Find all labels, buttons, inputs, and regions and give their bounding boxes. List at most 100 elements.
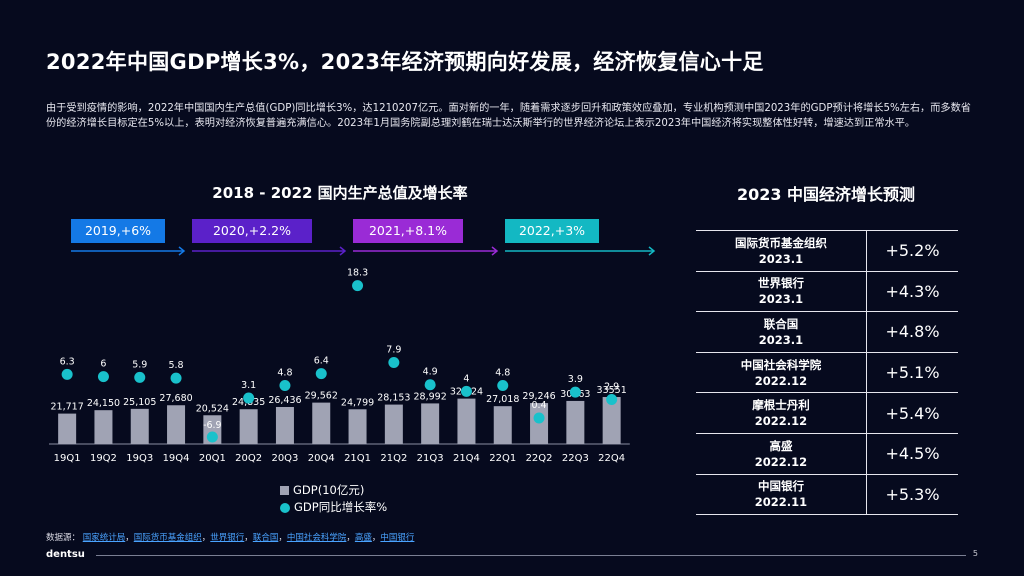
gdp-bar-label: 21,717 (51, 402, 84, 413)
growth-point (206, 431, 218, 443)
growth-point-label: 3.1 (241, 380, 256, 391)
x-tick-label: 22Q4 (598, 453, 625, 464)
x-tick-label: 21Q1 (344, 453, 371, 464)
growth-point-label: 0.4 (531, 400, 546, 411)
growth-point (352, 280, 364, 292)
forecast-date: 2022.12 (754, 414, 808, 429)
legend-gdp: GDP(10亿元) (280, 482, 364, 498)
forecast-date: 2022.12 (754, 373, 808, 388)
gdp-bar-label: 26,436 (268, 395, 301, 406)
footer-divider (96, 555, 966, 556)
x-tick-label: 22Q1 (489, 453, 516, 464)
gdp-bar (94, 410, 113, 444)
forecast-org-name: 国际货币基金组织 (735, 235, 827, 250)
source-separator: ， (346, 533, 355, 543)
legend-growth-swatch (280, 502, 290, 513)
source-link[interactable]: 世界银行 (210, 533, 245, 543)
forecast-row: 摩根士丹利 2022.12 +5.4% (696, 392, 958, 434)
x-tick-label: 20Q2 (235, 453, 262, 464)
growth-point (315, 368, 327, 380)
x-tick-label: 19Q1 (54, 453, 81, 464)
gdp-bar (239, 409, 258, 444)
source-link[interactable]: 联合国 (252, 533, 279, 543)
pill-arrow-head (339, 246, 347, 256)
forecast-org-name: 高盛 (769, 438, 793, 453)
gdp-bar (457, 398, 476, 444)
forecast-row: 中国银行 2022.11 +5.3% (696, 473, 958, 516)
forecast-value: +5.1% (866, 351, 958, 393)
gdp-chart: 21,717 19Q1 6.3 24,150 19Q2 6 25,105 19Q3 5.9 27,… (49, 268, 630, 464)
source-link[interactable]: 国际货币基金组织 (133, 533, 202, 543)
growth-point-label: 4.9 (423, 367, 438, 378)
forecast-date: 2022.11 (754, 495, 808, 510)
source-link[interactable]: 高盛 (354, 533, 372, 543)
growth-point-label: 4 (463, 373, 469, 384)
gdp-bar (275, 406, 294, 444)
growth-point (424, 379, 436, 391)
growth-point (243, 392, 255, 404)
growth-point (134, 371, 146, 383)
growth-point (606, 394, 618, 406)
growth-point-label: 7.9 (386, 345, 401, 356)
x-tick-label: 20Q4 (308, 453, 335, 464)
growth-point-label: 5.8 (168, 360, 183, 371)
x-tick-label: 19Q2 (90, 453, 117, 464)
source-label: 数据源： (46, 533, 81, 543)
gdp-bar-label: 27,680 (159, 393, 192, 404)
forecast-org-cell: 世界银行 2023.1 (696, 270, 867, 312)
x-tick-label: 19Q3 (126, 453, 153, 464)
growth-point (533, 412, 545, 424)
x-tick-label: 20Q1 (199, 453, 226, 464)
forecast-org-name: 联合国 (763, 316, 799, 331)
legend-growth-label: GDP同比增长率% (294, 500, 388, 514)
gdp-bar-label: 28,153 (377, 393, 410, 404)
gdp-bar-label: 27,018 (486, 394, 519, 405)
forecast-org-cell: 摩根士丹利 2022.12 (696, 392, 867, 434)
forecast-value: +4.3% (866, 270, 958, 312)
source-separator: ， (244, 533, 253, 543)
gdp-bar (421, 403, 440, 444)
forecast-row: 联合国 2023.1 +4.8% (696, 311, 958, 353)
gdp-bar (602, 397, 621, 444)
page-title: 2022年中国GDP增长3%，2023年经济预期向好发展，经济恢复信心十足 (46, 50, 764, 74)
forecast-org-cell: 高盛 2022.12 (696, 432, 867, 475)
page-number: 5 (972, 549, 978, 558)
year-pill: 2019,+6% (71, 219, 165, 243)
year-pill: 2020,+2.2% (192, 219, 312, 243)
x-tick-label: 21Q3 (417, 453, 444, 464)
growth-point-label: 18.3 (347, 268, 368, 279)
growth-point (497, 379, 509, 391)
gdp-bar (58, 413, 77, 444)
gdp-bar-label: 33551 (597, 385, 627, 396)
growth-point (97, 371, 109, 383)
forecast-value: +4.8% (866, 311, 958, 353)
forecast-date: 2023.1 (758, 332, 804, 347)
source-separator: ， (278, 533, 287, 543)
growth-point (569, 386, 581, 398)
growth-point (388, 357, 400, 369)
forecast-row: 中国社会科学院 2022.12 +5.1% (696, 351, 958, 393)
growth-point-label: 6 (100, 359, 106, 370)
source-link[interactable]: 国家统计局 (82, 533, 126, 543)
legend-gdp-label: GDP(10亿元) (293, 483, 365, 497)
forecast-date: 2023.1 (758, 251, 804, 266)
gdp-bar-label: 24,150 (87, 398, 120, 409)
growth-point (61, 368, 73, 380)
x-tick-label: 22Q3 (562, 453, 589, 464)
x-tick-label: 19Q4 (163, 453, 190, 464)
forecast-value: +5.3% (866, 473, 958, 516)
x-tick-label: 21Q4 (453, 453, 480, 464)
forecast-org-cell: 中国社会科学院 2022.12 (696, 351, 867, 393)
gdp-bar-label: 28,992 (414, 391, 447, 402)
forecast-org-name: 中国银行 (758, 479, 804, 494)
forecast-value: +5.4% (866, 392, 958, 434)
pill-arrow-head (491, 246, 499, 256)
source-separator: ， (371, 533, 381, 543)
source-link[interactable]: 中国银行 (380, 533, 415, 543)
forecast-value: +5.2% (866, 230, 958, 272)
gdp-bar-label: 29,246 (522, 391, 555, 402)
source-link[interactable]: 中国社会科学院 (286, 533, 347, 543)
growth-point-label: -6.9 (203, 420, 222, 431)
gdp-bar-label: 29,562 (305, 391, 338, 402)
forecast-date: 2022.12 (754, 454, 808, 469)
